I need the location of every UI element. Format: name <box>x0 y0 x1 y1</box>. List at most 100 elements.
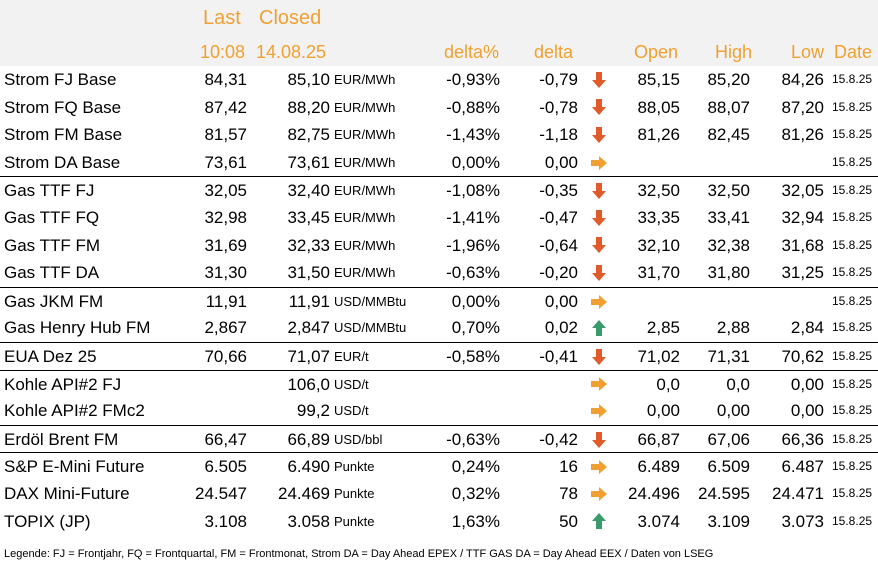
closed-value: 106,0 <box>287 374 330 394</box>
low-value: 31,25 <box>781 263 824 283</box>
high-value: 3.109 <box>707 511 750 531</box>
low-value: 87,20 <box>781 97 824 117</box>
delta-value: -0,20 <box>539 263 578 283</box>
date-value: 15.8.25 <box>832 127 873 142</box>
last-value: 31,30 <box>204 263 247 283</box>
table-row: Strom FJ Base 84,31 85,10 EUR/MWh -0,93% -0,7… <box>0 66 878 94</box>
unit-label: Punkte <box>334 459 375 475</box>
closed-value: 32,40 <box>287 181 330 201</box>
last-value: 6.505 <box>204 457 247 477</box>
date-value: 15.8.25 <box>832 320 873 335</box>
arrow-down-icon <box>590 259 608 287</box>
delta-pct-value: 0,24% <box>451 457 500 477</box>
last-value: 81,57 <box>204 125 247 145</box>
delta-pct-value: -0,63% <box>446 429 500 449</box>
closed-value: 85,10 <box>287 70 330 89</box>
last-value: 24.547 <box>195 483 247 503</box>
table-row: Gas JKM FM 11,91 11,91 USD/MMBtu 0,00% 0,00 15… <box>0 286 878 316</box>
delta-value: -1,18 <box>539 125 578 145</box>
header-closed-date: 14.08.25 <box>256 42 327 62</box>
closed-value: 31,50 <box>287 263 330 283</box>
date-value: 15.8.25 <box>832 209 873 224</box>
high-value: 32,38 <box>707 235 750 255</box>
table-row: Strom DA Base 73,61 73,61 EUR/MWh 0,00% 0,00 1… <box>0 149 878 177</box>
instrument-name: Gas TTF FJ <box>4 181 95 201</box>
instrument-name: Gas JKM FM <box>4 291 104 311</box>
delta-pct-value: -0,63% <box>446 263 500 283</box>
low-value: 32,94 <box>781 207 824 227</box>
date-value: 15.8.25 <box>832 237 873 252</box>
header-delta-pct: delta% <box>444 42 500 62</box>
table-row: Gas Henry Hub FM 2,867 2,847 USD/MMBtu 0,70%… <box>0 314 878 342</box>
closed-value: 11,91 <box>288 291 330 311</box>
low-value: 70,62 <box>781 346 824 366</box>
header-delta: delta <box>534 42 574 62</box>
header-band: Last Closed 10:08 14.08.25 delta% delta … <box>0 0 878 66</box>
closed-value: 71,07 <box>287 346 330 366</box>
open-value: 33,35 <box>637 207 680 227</box>
table-row: Gas TTF FM 31,69 32,33 EUR/MWh -1,96% -0,64 32… <box>0 232 878 260</box>
last-value: 32,98 <box>204 207 247 227</box>
instrument-name: DAX Mini-Future <box>4 483 130 503</box>
instrument-name: EUA Dez 25 <box>4 346 97 366</box>
instrument-name: S&P E-Mini Future <box>4 457 145 477</box>
last-value: 3.108 <box>204 511 247 531</box>
delta-pct-value: -1,43% <box>446 125 500 145</box>
unit-label: USD/bbl <box>334 431 383 447</box>
instrument-name: Erdöl Brent FM <box>4 429 119 449</box>
table-row: Gas TTF FQ 32,98 33,45 EUR/MWh -1,41% -0,47 33… <box>0 204 878 232</box>
arrow-down-icon <box>590 343 608 371</box>
arrow-down-icon <box>590 94 608 122</box>
last-value: 87,42 <box>204 97 247 117</box>
table-row: Gas TTF DA 31,30 31,50 EUR/MWh -0,63% -0,20 31… <box>0 259 878 287</box>
unit-label: USD/t <box>334 403 369 419</box>
header-low: Low <box>791 42 825 62</box>
unit-label: EUR/MWh <box>334 99 396 115</box>
last-value: 11,91 <box>205 291 247 311</box>
arrow-right-icon <box>590 397 608 425</box>
delta-pct-value: 0,00% <box>451 152 500 172</box>
instrument-name: Strom FM Base <box>4 125 123 145</box>
closed-value: 66,89 <box>287 429 330 449</box>
high-value: 0,0 <box>726 374 750 394</box>
date-value: 15.8.25 <box>832 485 873 500</box>
arrow-right-icon <box>590 149 608 177</box>
last-value: 32,05 <box>204 181 247 201</box>
arrow-right-icon <box>590 371 608 399</box>
table-row: Strom FQ Base 87,42 88,20 EUR/MWh -0,88% -0,7… <box>0 94 878 122</box>
table-row: Strom FM Base 81,57 82,75 EUR/MWh -1,43% -1,1… <box>0 121 878 149</box>
delta-value: 0,00 <box>544 152 578 172</box>
date-value: 15.8.25 <box>832 348 873 363</box>
delta-value: -0,42 <box>539 429 578 449</box>
delta-value: -0,79 <box>539 70 578 89</box>
date-value: 15.8.25 <box>832 293 873 308</box>
table-row: Kohle API#2 FMc2 99,2 USD/t 0,00 0,00 0,00 15.… <box>0 397 878 425</box>
arrow-down-icon <box>590 121 608 149</box>
date-value: 15.8.25 <box>832 403 873 418</box>
unit-label: EUR/MWh <box>334 72 396 87</box>
low-value: 0,00 <box>790 401 824 421</box>
high-value: 71,31 <box>707 346 750 366</box>
closed-value: 32,33 <box>287 235 330 255</box>
open-value: 0,00 <box>646 401 680 421</box>
closed-value: 3.058 <box>287 511 330 531</box>
closed-value: 33,45 <box>287 207 330 227</box>
arrow-right-icon <box>590 288 608 316</box>
date-value: 15.8.25 <box>832 72 873 86</box>
table-row: Kohle API#2 FJ 106,0 USD/t 0,0 0,0 0,00 15.8.2… <box>0 369 878 399</box>
low-value: 32,05 <box>781 181 824 201</box>
open-value: 66,87 <box>637 429 680 449</box>
date-value: 15.8.25 <box>832 99 873 114</box>
delta-value: -0,47 <box>539 207 578 227</box>
last-value: 73,61 <box>204 152 247 172</box>
header-high: High <box>715 42 753 62</box>
open-value: 0,0 <box>656 374 680 394</box>
delta-pct-value: -0,93% <box>446 70 500 89</box>
arrow-up-icon <box>590 314 608 342</box>
delta-pct-value: 0,32% <box>451 483 500 503</box>
open-value: 6.489 <box>637 457 680 477</box>
arrow-right-icon <box>590 453 608 481</box>
closed-value: 6.490 <box>287 457 330 477</box>
open-value: 71,02 <box>637 346 680 366</box>
quotes-table: Strom FJ Base 84,31 85,10 EUR/MWh -0,93% -0,7… <box>0 66 878 535</box>
